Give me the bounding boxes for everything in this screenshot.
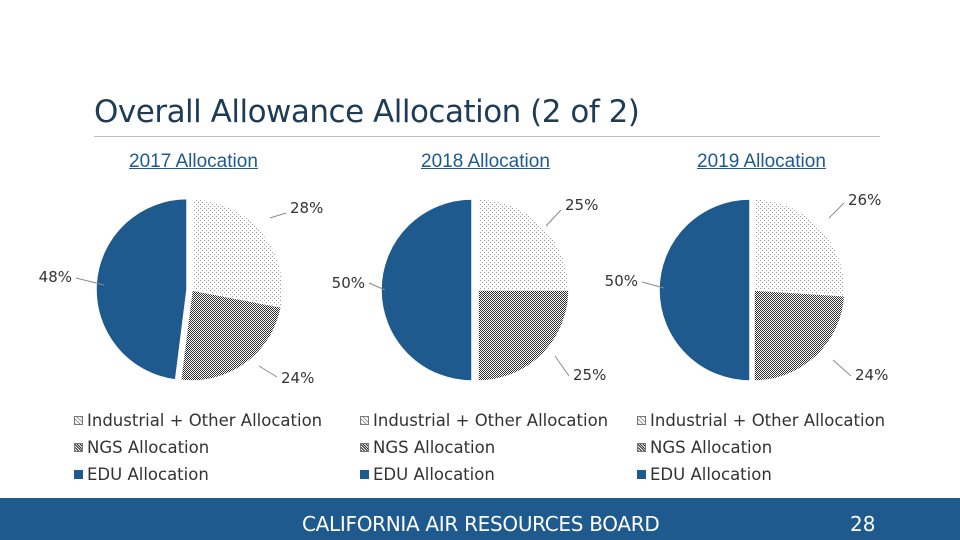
data-label: 24% <box>855 366 888 384</box>
legend-item-edu: EDU Allocation <box>360 461 608 488</box>
data-label: 26% <box>848 191 881 209</box>
leader-line <box>368 282 386 291</box>
legend-item-industrial: Industrial + Other Allocation <box>637 407 885 434</box>
leader-line <box>832 359 852 377</box>
pie-slice-ngs <box>179 289 283 382</box>
chart-title-2019: 2019 Allocation <box>697 151 826 172</box>
legend-swatch <box>360 470 369 479</box>
legend-item-industrial: Industrial + Other Allocation <box>74 407 322 434</box>
legend-item-edu: EDU Allocation <box>637 461 885 488</box>
leader-line <box>641 281 665 289</box>
legend-swatch <box>74 443 83 452</box>
chart-title-2017: 2017 Allocation <box>129 151 258 172</box>
pie-slice-ngs <box>753 289 846 382</box>
footer-org-name: CALIFORNIA AIR RESOURCES BOARD <box>302 512 660 536</box>
data-label: 25% <box>565 196 598 214</box>
slide-title: Overall Allowance Allocation (2 of 2) <box>94 94 640 130</box>
legend-swatch <box>637 416 646 425</box>
pie-slice-industrial <box>191 198 284 308</box>
pie-slice-industrial <box>753 198 846 297</box>
legend-item-ngs: NGS Allocation <box>74 434 322 461</box>
leader-line <box>828 202 845 219</box>
data-label: 28% <box>290 199 323 217</box>
data-label: 48% <box>39 268 72 286</box>
legend-item-ngs: NGS Allocation <box>637 434 885 461</box>
data-label: 25% <box>573 366 606 384</box>
leader-line <box>258 365 278 378</box>
legend-item-ngs: NGS Allocation <box>360 434 608 461</box>
data-label: 50% <box>605 272 638 290</box>
data-label: 24% <box>281 369 314 387</box>
pie-slice-edu <box>380 198 473 382</box>
legend-2018: Industrial + Other Allocation NGS Alloca… <box>360 407 608 488</box>
leader-line <box>269 212 287 219</box>
pie-slice-edu <box>95 197 188 381</box>
legend-swatch <box>637 443 646 452</box>
leader-line <box>75 277 105 286</box>
leader-line <box>545 209 562 227</box>
legend-swatch <box>637 470 646 479</box>
legend-swatch <box>74 416 83 425</box>
pie-charts: 28% 24% 48% 25% 25% 50% 26% 24% 50% <box>39 191 889 387</box>
leader-line <box>554 355 570 377</box>
pie-slice-edu <box>658 198 751 382</box>
legend-2017: Industrial + Other Allocation NGS Alloca… <box>74 407 322 488</box>
legend-item-industrial: Industrial + Other Allocation <box>360 407 608 434</box>
legend-item-edu: EDU Allocation <box>74 461 322 488</box>
pie-slice-ngs <box>477 289 570 382</box>
legend-swatch <box>360 416 369 425</box>
data-label: 50% <box>332 274 365 292</box>
page-number: 28 <box>850 512 876 536</box>
pie-slice-industrial <box>477 198 570 291</box>
legend-2019: Industrial + Other Allocation NGS Alloca… <box>637 407 885 488</box>
chart-title-2018: 2018 Allocation <box>421 151 550 172</box>
legend-swatch <box>74 470 83 479</box>
title-divider <box>94 136 880 137</box>
footer-bar <box>0 498 960 540</box>
legend-swatch <box>360 443 369 452</box>
